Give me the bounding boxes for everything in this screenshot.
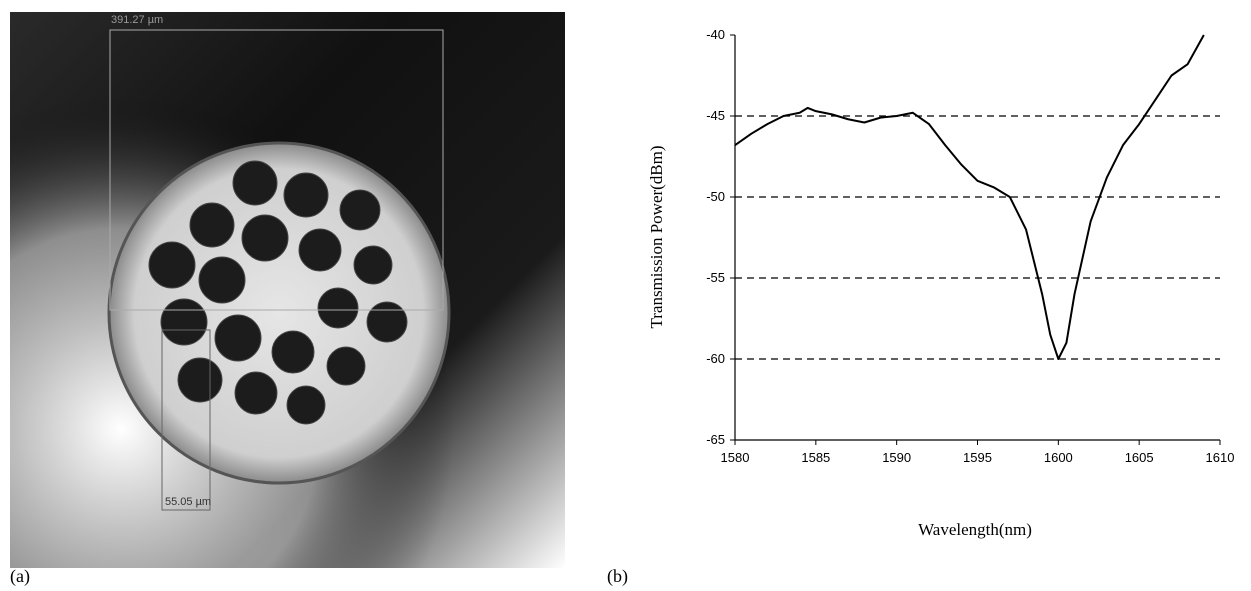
x-axis-title: Wavelength(nm) <box>918 520 1032 539</box>
y-tick-label: -55 <box>706 270 725 285</box>
x-tick-label: 1605 <box>1125 450 1154 465</box>
measure-label: 55.05 µm <box>165 496 211 508</box>
data-line <box>734 34 1205 360</box>
y-axis-title: Transmission Power(dBm) <box>647 145 666 328</box>
panel-caption: (b) <box>607 566 628 587</box>
x-tick-label: 1590 <box>882 450 911 465</box>
panel-caption: (a) <box>10 566 30 587</box>
y-tick-label: -65 <box>706 432 725 447</box>
plot: -65 -60 -55 -50 -45 -40 1580 1585 1590 1595 1600 16… <box>706 27 1234 465</box>
x-tick-label: 1580 <box>721 450 750 465</box>
micrograph: 391.27 µm 55.05 µm <box>10 12 565 568</box>
y-tick-label: -40 <box>706 27 725 42</box>
x-tick-label: 1600 <box>1044 450 1073 465</box>
x-tick-label: 1585 <box>801 450 830 465</box>
y-tick-label: -45 <box>706 108 725 123</box>
y-tick-label: -50 <box>706 189 725 204</box>
x-tick-label: 1595 <box>963 450 992 465</box>
measure-label: 391.27 µm <box>111 14 163 26</box>
y-tick-label: -60 <box>706 351 725 366</box>
x-tick-label: 1610 <box>1206 450 1235 465</box>
